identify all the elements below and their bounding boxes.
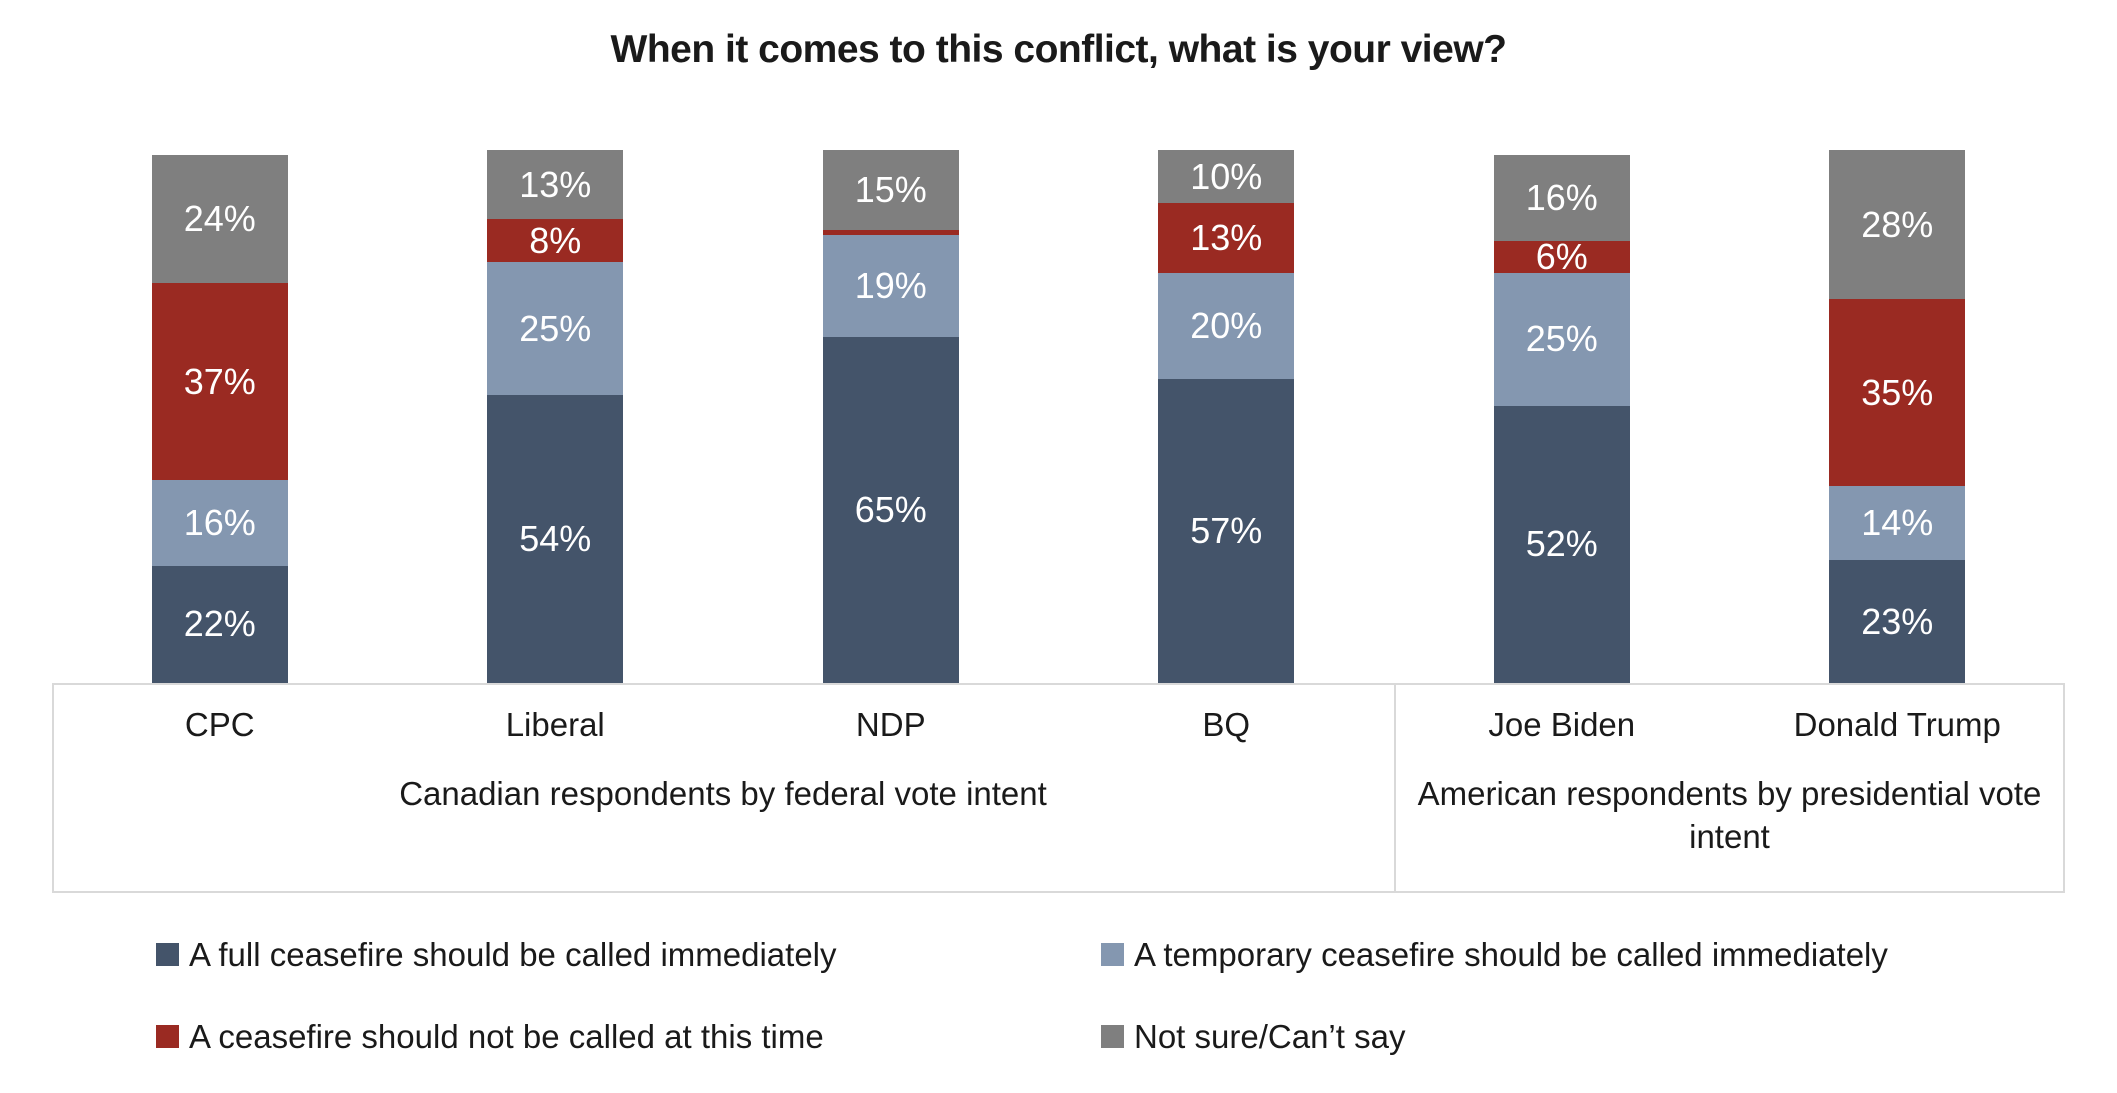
segment-value-label: 25% xyxy=(1525,318,1598,360)
x-axis-box: CPC Liberal NDP BQ Joe Biden Donald Trump Cana… xyxy=(52,683,2065,893)
segment-value-label: 19% xyxy=(854,264,927,306)
segment-cpc-not-sure-can-t-say: 24% xyxy=(151,155,288,284)
segment-liberal-a-full-ceasefire-should-: 54% xyxy=(487,395,624,683)
segment-donald-trump-a-ceasefire-should-not-b: 35% xyxy=(1829,299,1966,486)
legend-item-a-temporary-ceasefire-should: A temporary ceasefire should be called i… xyxy=(1101,926,2036,982)
segment-joe-biden-a-full-ceasefire-should-: 52% xyxy=(1493,405,1630,683)
segment-joe-biden-a-temporary-ceasefire-sh: 25% xyxy=(1493,272,1630,406)
segment-value-label: 16% xyxy=(1525,176,1598,218)
segment-ndp-a-full-ceasefire-should-: 65% xyxy=(822,336,959,683)
segment-value-label: 13% xyxy=(1190,216,1263,258)
group-label-canadian-respondents-by-federa: Canadian respondents by federal vote int… xyxy=(399,775,1047,812)
segment-bq-not-sure-can-t-say: 10% xyxy=(1158,150,1295,204)
segment-value-label: 10% xyxy=(1190,155,1263,197)
axis-group-divider xyxy=(1394,685,1396,891)
segment-value-label: 16% xyxy=(183,502,256,544)
legend-label: Not sure/Can’t say xyxy=(1134,1017,1406,1055)
segment-value-label: 25% xyxy=(519,307,592,349)
segment-donald-trump-not-sure-can-t-say: 28% xyxy=(1829,150,1966,300)
segment-value-label: 6% xyxy=(1535,235,1588,277)
segment-liberal-not-sure-can-t-say: 13% xyxy=(487,150,624,220)
segment-value-label: 35% xyxy=(1861,371,1934,413)
segment-donald-trump-a-full-ceasefire-should-: 23% xyxy=(1829,560,1966,683)
bar-liberal: 54% 25% 8% 13% xyxy=(487,150,624,683)
segment-joe-biden-not-sure-can-t-say: 16% xyxy=(1493,155,1630,241)
bar-bq: 57% 20% 13% 10% xyxy=(1158,150,1295,683)
chart-title: When it comes to this conflict, what is … xyxy=(610,28,1507,71)
segment-donald-trump-a-temporary-ceasefire-sh: 14% xyxy=(1829,485,1966,561)
legend: A full ceasefire should be called immedi… xyxy=(156,926,2036,1064)
legend-item-a-ceasefire-should-not-be-ca: A ceasefire should not be called at this… xyxy=(156,1008,1101,1064)
segment-value-label: 15% xyxy=(854,169,927,210)
legend-label: A temporary ceasefire should be called i… xyxy=(1134,935,1888,973)
segment-value-label: 14% xyxy=(1861,502,1934,544)
legend-label: A full ceasefire should be called immedi… xyxy=(189,935,837,973)
segment-value-label: 28% xyxy=(1861,203,1934,245)
legend-swatch-icon xyxy=(156,1024,179,1048)
segment-value-label: 20% xyxy=(1190,304,1263,346)
segment-value-label: 24% xyxy=(183,198,256,240)
legend-swatch-icon xyxy=(156,942,179,966)
segment-ndp-a-temporary-ceasefire-sh: 19% xyxy=(822,235,959,337)
segment-value-label: 22% xyxy=(183,603,256,645)
bar-joe-biden: 52% 25% 6% 16% xyxy=(1493,150,1630,683)
segment-value-label: 52% xyxy=(1525,523,1598,565)
category-label-donald-trump: Donald Trump xyxy=(1793,706,2001,743)
category-label-ndp: NDP xyxy=(855,706,926,743)
category-label-bq: BQ xyxy=(1202,706,1251,743)
segment-cpc-a-ceasefire-should-not-b: 37% xyxy=(151,283,288,481)
group-label-american-respondents-by-presid: American respondents by presidential vot… xyxy=(1417,775,2042,855)
category-label-joe-biden: Joe Biden xyxy=(1488,706,1636,743)
bar-cpc: 22% 16% 37% 24% xyxy=(151,150,288,683)
segment-value-label: 65% xyxy=(854,488,927,530)
bar-ndp: 65% 19% 15% xyxy=(822,150,959,683)
segment-value-label: 37% xyxy=(183,360,256,402)
segment-bq-a-full-ceasefire-should-: 57% xyxy=(1158,379,1295,683)
segment-liberal-a-ceasefire-should-not-b: 8% xyxy=(487,219,624,262)
category-label-liberal: Liberal xyxy=(505,706,605,743)
legend-item-a-full-ceasefire-should-be-c: A full ceasefire should be called immedi… xyxy=(156,926,1101,982)
category-label-cpc: CPC xyxy=(184,706,255,743)
segment-value-label: 8% xyxy=(529,219,582,261)
legend-swatch-icon xyxy=(1101,1024,1124,1048)
segment-joe-biden-a-ceasefire-should-not-b: 6% xyxy=(1493,235,1630,277)
segment-value-label: 54% xyxy=(519,518,592,560)
segment-bq-a-temporary-ceasefire-sh: 20% xyxy=(1158,272,1295,380)
segment-ndp-not-sure-can-t-say: 15% xyxy=(822,150,959,230)
legend-item-not-sure-can-t-say: Not sure/Can’t say xyxy=(1101,1008,2036,1064)
segment-ndp-a-ceasefire-should-not-b xyxy=(822,229,959,236)
segment-bq-a-ceasefire-should-not-b: 13% xyxy=(1158,203,1295,273)
segment-cpc-a-temporary-ceasefire-sh: 16% xyxy=(151,480,288,566)
segment-cpc-a-full-ceasefire-should-: 22% xyxy=(151,565,288,683)
bar-donald-trump: 23% 14% 35% 28% xyxy=(1829,150,1966,683)
legend-swatch-icon xyxy=(1101,942,1124,966)
plot-area: 22% 16% 37% 24% 54% 25% 8% 13% 65% 19% 15% 57% 20% 13… xyxy=(52,150,2065,683)
segment-liberal-a-temporary-ceasefire-sh: 25% xyxy=(487,261,624,396)
segment-value-label: 57% xyxy=(1190,510,1263,552)
segment-value-label: 13% xyxy=(519,163,592,205)
segment-value-label: 23% xyxy=(1861,600,1934,642)
legend-label: A ceasefire should not be called at this… xyxy=(189,1017,824,1055)
